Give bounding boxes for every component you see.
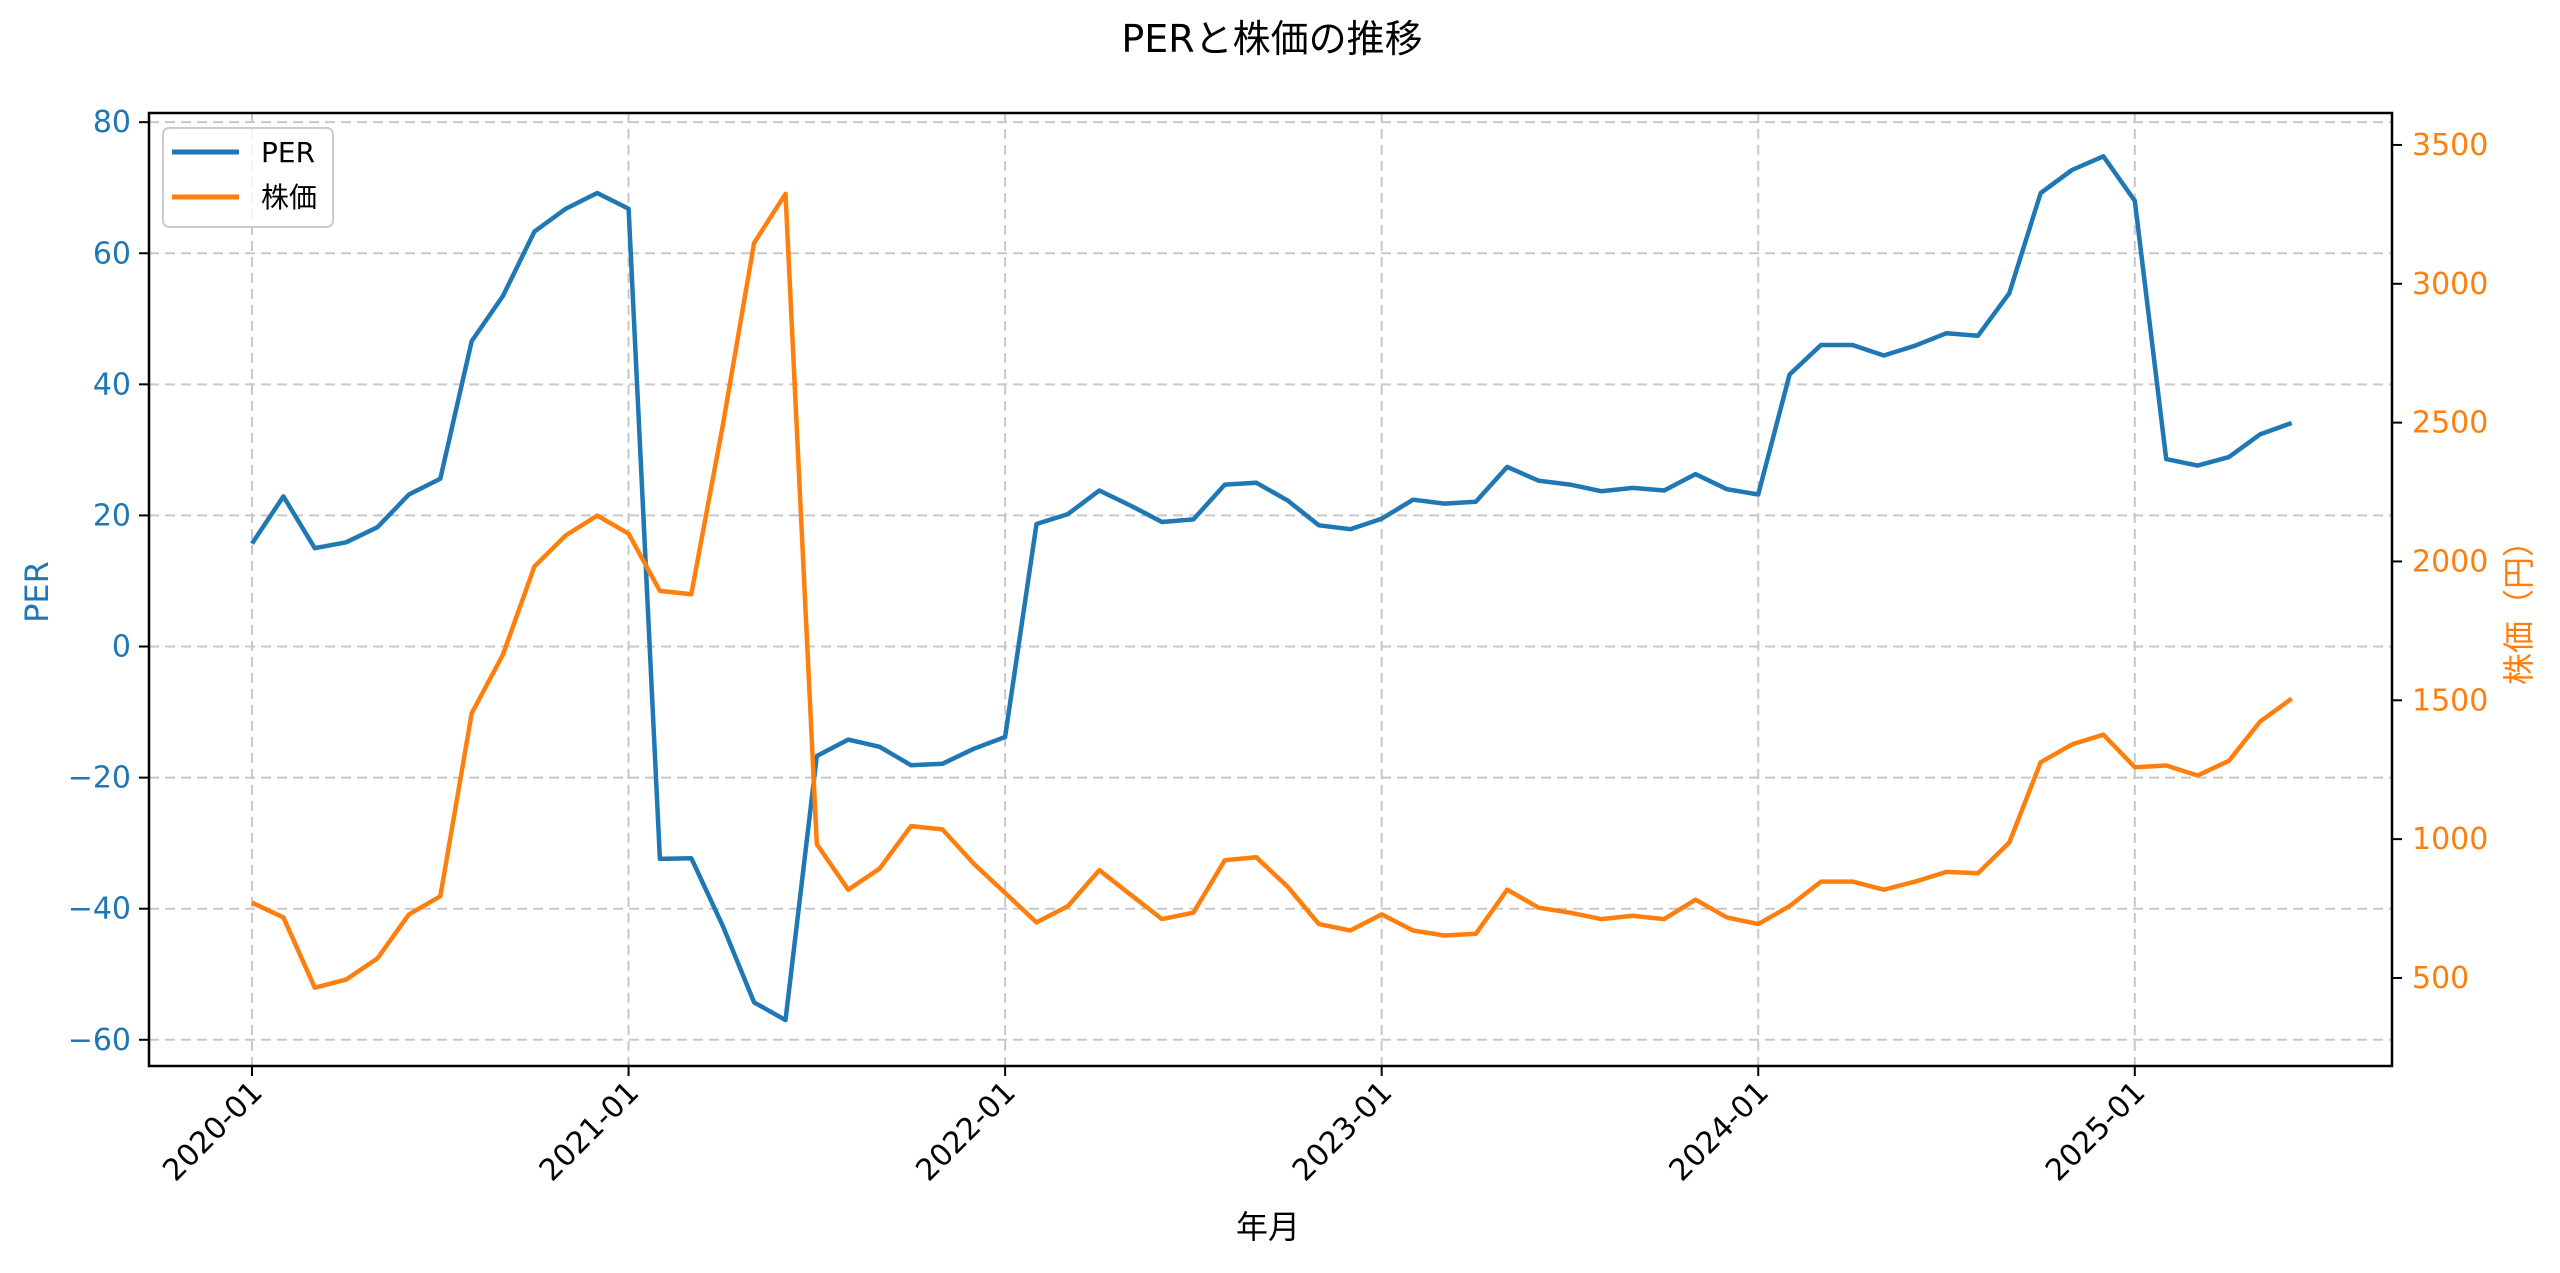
x-tick-label: 2025-01 [2039,1075,2152,1188]
y-tick-label-right: 1000 [2412,822,2488,857]
y-tick-label-right: 2000 [2412,544,2488,579]
grid [149,113,2392,1066]
y-tick-label-right: 1500 [2412,683,2488,718]
y-tick-label-left: 20 [93,498,131,533]
y-tick-label-left: 0 [112,630,131,665]
x-tick-label: 2022-01 [909,1075,1022,1188]
y-tick-label-right: 3000 [2412,267,2488,302]
y-tick-label-left: 60 [93,236,131,271]
y-axis-right: 3500 3000 2500 2000 1500 1000 500 [2392,128,2488,996]
y-tick-label-right: 2500 [2412,406,2488,441]
y-tick-label-right: 500 [2412,961,2469,996]
legend-label-price: 株価 [261,181,317,214]
x-tick-label: 2024-01 [1663,1075,1776,1188]
x-tick-label: 2021-01 [533,1075,646,1188]
legend: PER 株価 [162,127,334,228]
y-axis-left-label: PER [18,561,56,623]
y-tick-label-left: −60 [68,1023,131,1058]
series-line-price [251,191,2294,990]
chart-title: PERと株価の推移 [1121,17,1422,61]
y-axis-right-label: 株価（円） [2500,525,2538,685]
y-tick-label-left: 80 [93,105,131,140]
plot-area [250,154,2294,1023]
x-tick-label: 2023-01 [1286,1075,1399,1188]
y-tick-label-right: 3500 [2412,128,2488,163]
x-tick-label: 2020-01 [156,1075,269,1188]
y-tick-label-left: 40 [93,367,131,402]
axes-frame [147,111,2394,1068]
legend-label-per: PER [261,136,315,169]
y-tick-label-left: −40 [68,892,131,927]
x-axis: 2020-01 2021-01 2022-01 2023-01 2024-01 2025-… [156,1066,2152,1188]
x-axis-label: 年月 [1236,1208,1300,1246]
series-line-per [250,154,2293,1023]
y-tick-label-left: −20 [68,761,131,796]
y-axis-left: 80 60 40 20 0 −20 −40 −60 [68,105,149,1058]
